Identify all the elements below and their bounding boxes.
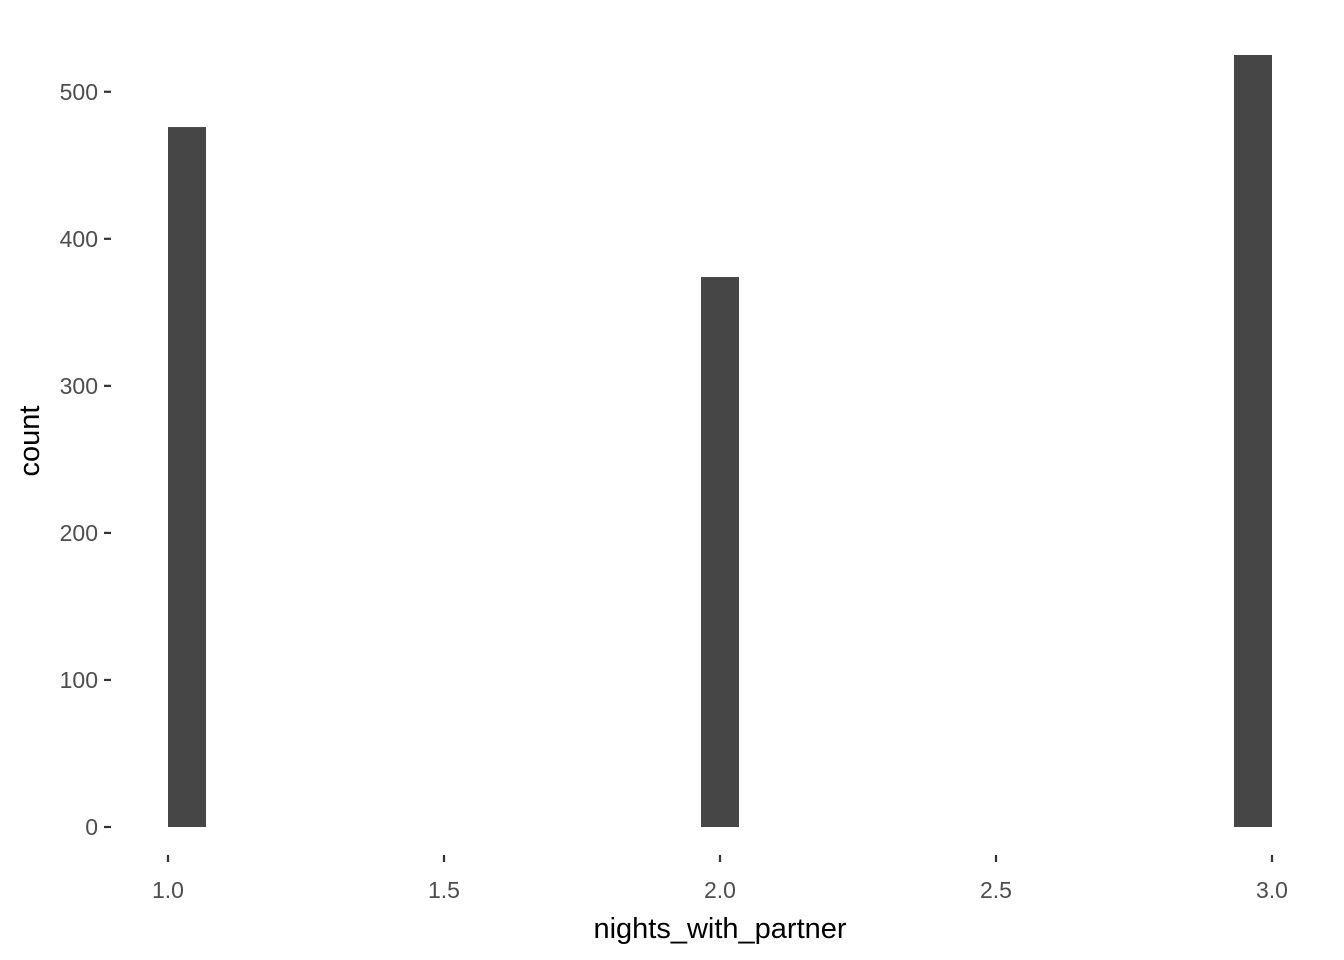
y-axis-title: count bbox=[14, 406, 46, 477]
x-tick-label: 2.0 bbox=[704, 877, 736, 903]
y-tick-label: 500 bbox=[60, 79, 98, 105]
y-tick-label: 400 bbox=[60, 226, 98, 252]
bar-1 bbox=[701, 277, 739, 827]
y-tick-label: 200 bbox=[60, 520, 98, 546]
bars-group bbox=[168, 55, 1272, 828]
bar-0 bbox=[168, 127, 206, 828]
x-axis-title: nights_with_partner bbox=[593, 913, 846, 945]
x-tick-label: 1.0 bbox=[152, 877, 184, 903]
x-tick-label: 3.0 bbox=[1256, 877, 1288, 903]
y-tick-label: 0 bbox=[85, 814, 98, 840]
y-tick-label: 300 bbox=[60, 373, 98, 399]
y-tick-label: 100 bbox=[60, 667, 98, 693]
x-tick-label: 2.5 bbox=[980, 877, 1012, 903]
y-axis: 0 100 200 300 400 500 bbox=[60, 79, 111, 840]
x-axis: 1.0 1.5 2.0 2.5 3.0 bbox=[152, 855, 1288, 903]
x-tick-label: 1.5 bbox=[428, 877, 460, 903]
bar-2 bbox=[1234, 55, 1272, 827]
